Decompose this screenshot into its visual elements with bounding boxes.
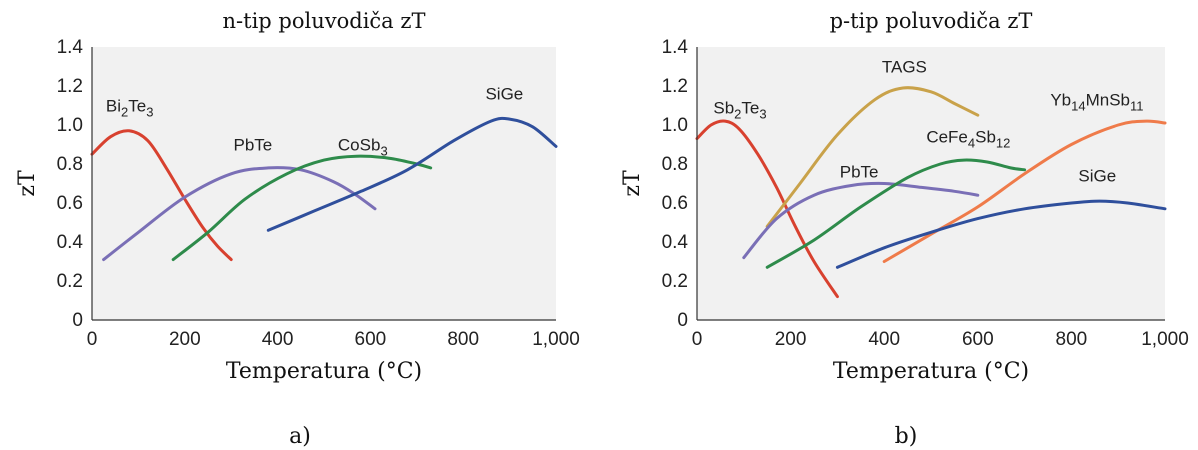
series-label-sige: SiGe <box>485 85 523 104</box>
series-label-tags: TAGS <box>882 57 927 76</box>
y-tick-label: 1.2 <box>662 76 688 97</box>
chart-title: p-tip poluvodiča zT <box>830 9 1033 33</box>
y-tick-label: 1.0 <box>57 115 83 136</box>
y-tick-label: 1.2 <box>57 76 83 97</box>
chart-panel-a: n-tip poluvodiča zT 0 0.2 0.4 0.6 0.8 1.0 1.2 1.… <box>15 9 580 449</box>
y-tick-label: 0.4 <box>57 232 84 253</box>
y-tick-label: 0.6 <box>662 193 688 214</box>
y-tick-label: 1.4 <box>662 37 689 58</box>
panel-label: a) <box>289 424 311 449</box>
x-tick-label: 0 <box>87 329 98 350</box>
chart-panel-b: p-tip poluvodiča zT 0 0.2 0.4 0.6 0.8 1.0 1.2 1.… <box>620 9 1189 449</box>
y-tick-label: 0 <box>72 310 83 331</box>
y-tick-label: 1.0 <box>662 115 688 136</box>
x-tick-label: 600 <box>355 329 387 350</box>
panel-label: b) <box>895 424 918 449</box>
x-tick-label: 1,000 <box>1141 329 1189 350</box>
y-tick-label: 0.2 <box>662 271 688 292</box>
x-tick-label: 800 <box>1056 329 1088 350</box>
x-tick-label: 1,000 <box>532 329 580 350</box>
y-tick-label: 1.4 <box>57 37 84 58</box>
x-tick-label: 400 <box>262 329 294 350</box>
chart-title: n-tip poluvodiča zT <box>223 9 426 33</box>
x-axis-label: Temperatura (°C) <box>226 359 422 384</box>
x-tick-label: 0 <box>692 329 703 350</box>
x-axis-label: Temperatura (°C) <box>833 359 1029 384</box>
y-tick-label: 0 <box>677 310 688 331</box>
series-label-pbte: PbTe <box>234 135 273 154</box>
x-tick-label: 400 <box>868 329 900 350</box>
y-tick-label: 0.8 <box>662 154 688 175</box>
y-tick-label: 0.6 <box>57 193 83 214</box>
x-tick-label: 200 <box>169 329 201 350</box>
y-tick-label: 0.2 <box>57 271 83 292</box>
y-tick-label: 0.8 <box>57 154 83 175</box>
x-tick-label: 200 <box>775 329 807 350</box>
series-label-sige: SiGe <box>1078 167 1116 186</box>
series-label-pbte: PbTe <box>840 163 879 182</box>
y-axis-label: zT <box>620 170 645 197</box>
x-tick-label: 800 <box>447 329 479 350</box>
y-axis-label: zT <box>15 170 40 197</box>
x-tick-label: 600 <box>962 329 994 350</box>
y-tick-label: 0.4 <box>662 232 689 253</box>
